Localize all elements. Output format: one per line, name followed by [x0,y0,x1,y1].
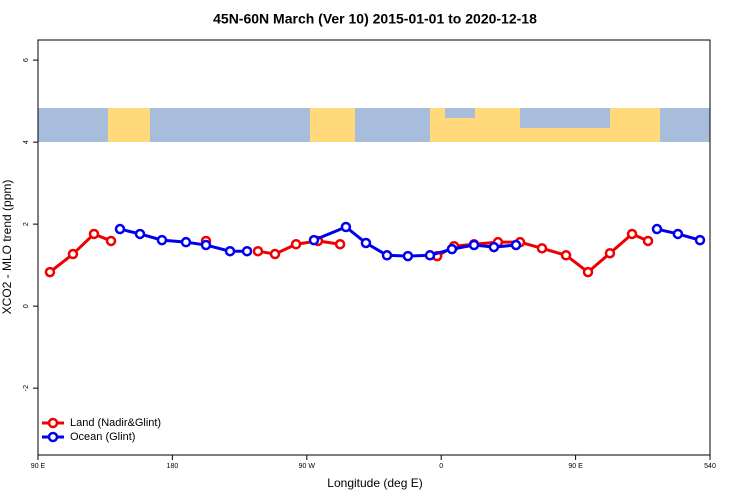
y-tick-label: 4 [23,140,30,144]
data-point [334,238,346,250]
y-axis-label: XCO2 - MLO trend (ppm) [0,180,14,315]
data-point [381,250,393,261]
data-point [694,234,706,246]
series-line [49,232,112,274]
x-tick-label: 540 [704,463,716,470]
data-point [604,247,616,259]
plot-frame [37,39,711,456]
data-point [114,223,126,235]
legend-marker [47,417,59,429]
data-point [402,250,414,262]
data-point [360,237,372,249]
chart-title: 45N-60N March (Ver 10) 2015-01-01 to 202… [213,11,537,27]
data-point [626,228,638,240]
data-point [536,243,548,254]
data-point [200,239,212,251]
x-tick-label: 0 [439,463,443,470]
data-point [224,245,236,257]
data-point [44,266,56,278]
x-tick-label: 180 [167,463,179,470]
data-point [67,248,79,260]
data-point [88,228,100,240]
x-tick-label: 90 E [568,463,583,470]
data-point [672,228,684,240]
legend-label: Ocean (Glint) [70,431,135,443]
series-line [313,225,517,258]
data-point [134,228,146,240]
x-tick-label: 90 E [31,463,46,470]
data-point [308,234,320,246]
legend-marker [47,431,59,443]
y-tick-label: 6 [23,58,30,62]
data-point [642,235,654,247]
data-point [180,236,192,248]
data-point [446,243,458,255]
data-point [510,239,522,251]
data-point [290,238,302,250]
data-point [241,245,253,257]
data-point [582,266,594,278]
y-tick-label: 0 [23,304,30,308]
data-point [424,250,436,261]
data-point [252,245,264,257]
data-point [340,221,352,233]
data-point [488,241,500,253]
legend-label: Land (Nadir&Glint) [70,417,161,429]
data-point [468,239,480,251]
data-point [651,223,663,235]
x-tick-label: 90 W [299,463,316,470]
data-point [560,250,572,261]
y-tick-label: 2 [23,222,30,226]
y-tick-label: -2 [23,385,30,391]
data-point [269,248,281,260]
data-point [105,235,117,247]
data-point [156,234,168,246]
map-band [38,108,710,142]
x-axis-label: Longitude (deg E) [327,476,422,490]
